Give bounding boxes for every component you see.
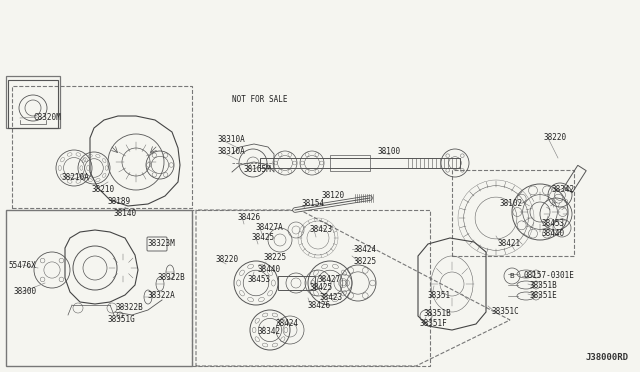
Text: 38440: 38440 [258, 264, 281, 273]
Text: 08157-0301E: 08157-0301E [524, 272, 575, 280]
Text: 38351B: 38351B [530, 282, 557, 291]
Text: 38342: 38342 [551, 186, 574, 195]
Text: 38322B: 38322B [158, 273, 186, 282]
Text: 38322A: 38322A [148, 292, 176, 301]
Text: 38453: 38453 [248, 275, 271, 283]
Text: 38425: 38425 [252, 234, 275, 243]
Text: 38220: 38220 [215, 256, 238, 264]
Text: 38210A: 38210A [62, 173, 90, 182]
Text: 38351C: 38351C [491, 308, 519, 317]
Text: 38140: 38140 [113, 208, 136, 218]
Text: 38453: 38453 [542, 219, 565, 228]
Text: 38300: 38300 [14, 288, 37, 296]
Text: 38351E: 38351E [530, 292, 557, 301]
Text: 38102: 38102 [499, 199, 522, 208]
Text: 38421: 38421 [497, 240, 520, 248]
Text: 38120: 38120 [322, 192, 345, 201]
Text: 38165M: 38165M [243, 166, 271, 174]
Text: 38100: 38100 [377, 148, 400, 157]
Text: 38225: 38225 [354, 257, 377, 266]
Text: 38424: 38424 [276, 318, 299, 327]
Text: 38154: 38154 [302, 199, 325, 208]
Text: 38310A: 38310A [218, 135, 246, 144]
Text: 55476X: 55476X [8, 260, 36, 269]
Text: 38210: 38210 [91, 186, 114, 195]
Text: C8320M: C8320M [34, 112, 61, 122]
Text: 38425: 38425 [310, 283, 333, 292]
Text: 38351G: 38351G [108, 315, 136, 324]
Text: 38351: 38351 [428, 291, 451, 299]
Text: B: B [509, 273, 515, 279]
Text: 38440: 38440 [542, 230, 565, 238]
Text: 38426: 38426 [307, 301, 330, 311]
Text: 38424: 38424 [354, 244, 377, 253]
Text: 38322B: 38322B [116, 304, 144, 312]
Text: 38351B: 38351B [424, 308, 452, 317]
Text: 38351F: 38351F [419, 318, 447, 327]
Text: 38342: 38342 [258, 327, 281, 337]
Text: 38423: 38423 [310, 225, 333, 234]
Text: 38310A: 38310A [218, 148, 246, 157]
Text: 38426: 38426 [238, 212, 261, 221]
Text: 38427: 38427 [318, 275, 341, 283]
Text: 38323M: 38323M [148, 240, 176, 248]
Text: 38189: 38189 [108, 198, 131, 206]
Text: J38000RD: J38000RD [585, 353, 628, 362]
Text: NOT FOR SALE: NOT FOR SALE [232, 96, 287, 105]
Text: 38423: 38423 [319, 294, 342, 302]
Text: 38427A: 38427A [256, 224, 284, 232]
Text: 38220: 38220 [544, 134, 567, 142]
Text: 38225: 38225 [264, 253, 287, 263]
